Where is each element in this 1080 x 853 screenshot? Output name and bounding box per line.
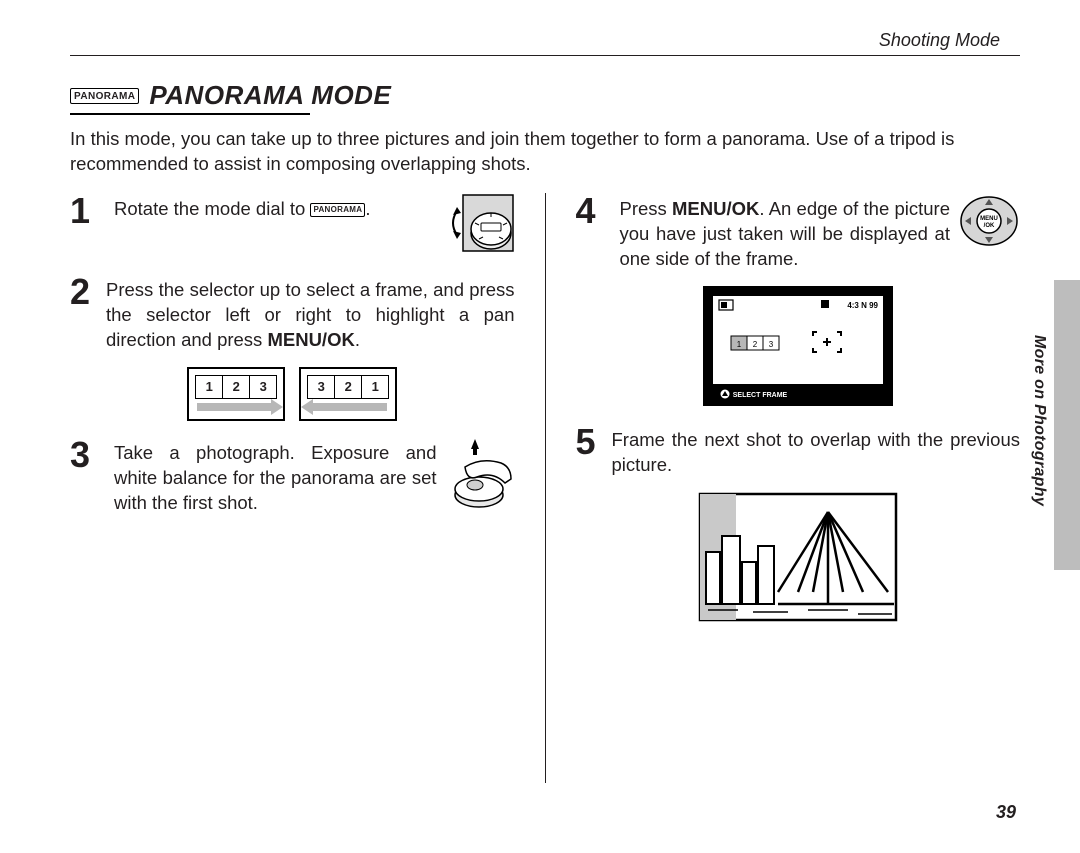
left-column: 1 Rotate the mode dial to PANORAMA. [70, 193, 515, 783]
lcd-info: 4:3 N 99 [847, 301, 878, 310]
title-row: PANORAMA PANORAMA MODE [70, 80, 1020, 111]
step-1-text-a: Rotate the mode dial to [114, 198, 310, 219]
svg-text:1: 1 [737, 340, 742, 349]
step-2-menuok: MENU/OK [267, 329, 354, 350]
side-tab [1054, 280, 1080, 570]
dir-cell: 3 [307, 375, 335, 399]
intro-paragraph: In this mode, you can take up to three p… [70, 127, 1020, 177]
svg-text:/OK: /OK [984, 223, 995, 229]
page-title: PANORAMA MODE [149, 80, 391, 111]
svg-text:SELECT FRAME: SELECT FRAME [733, 392, 788, 399]
step-4-menuok: MENU/OK [672, 198, 759, 219]
step-number: 5 [575, 424, 611, 460]
page-number: 39 [996, 802, 1016, 823]
title-underline [70, 113, 310, 115]
dir-cell: 3 [249, 375, 277, 399]
step-2: 2 Press the selector up to select a fram… [70, 274, 515, 353]
svg-text:2: 2 [753, 340, 758, 349]
step-5: 5 Frame the next shot to overlap with th… [575, 424, 1020, 478]
dir-cell: 2 [222, 375, 250, 399]
arrow-left-icon [309, 403, 387, 411]
step-1: 1 Rotate the mode dial to PANORAMA. [70, 193, 515, 260]
svg-text:3: 3 [769, 340, 774, 349]
direction-box-ltr: 1 2 3 [187, 367, 285, 421]
step-1-text-b: . [365, 198, 370, 219]
mode-dial-illustration [445, 193, 515, 260]
step-5-text: Frame the next shot to overlap with the … [611, 424, 1020, 478]
direction-box-rtl: 3 2 1 [299, 367, 397, 421]
step-number: 1 [70, 193, 106, 229]
step-number: 2 [70, 274, 106, 310]
step-4-text-a: Press [619, 198, 672, 219]
dir-cell: 1 [361, 375, 389, 399]
arrow-right-icon [197, 403, 275, 411]
column-divider [545, 193, 546, 783]
shutter-press-illustration [445, 437, 515, 514]
running-head: Shooting Mode [70, 30, 1020, 51]
panorama-small-badge-icon: PANORAMA [310, 203, 365, 217]
step-3-text: Take a photograph. Exposure and white ba… [114, 437, 437, 516]
step-2-text-c: . [355, 329, 360, 350]
step-3: 3 Take a photograph. Exposure and white … [70, 437, 515, 516]
step-number: 3 [70, 437, 106, 473]
direction-figure: 1 2 3 3 2 1 [70, 367, 515, 421]
dir-cell: 1 [195, 375, 223, 399]
lcd-preview-figure: 4:3 N 99 1 2 3 [575, 286, 1020, 406]
panorama-badge-icon: PANORAMA [70, 88, 139, 104]
step-number: 4 [575, 193, 611, 229]
step-4: 4 Press MENU/OK. An edge of the picture … [575, 193, 1020, 272]
side-tab-label: More on Photography [1030, 335, 1048, 506]
header-rule [70, 55, 1020, 56]
overlap-figure [575, 492, 1020, 622]
right-column: 4 Press MENU/OK. An edge of the picture … [575, 193, 1020, 783]
dir-cell: 2 [334, 375, 362, 399]
selector-button-illustration: MENU /OK [958, 193, 1020, 254]
svg-text:MENU: MENU [980, 216, 998, 222]
